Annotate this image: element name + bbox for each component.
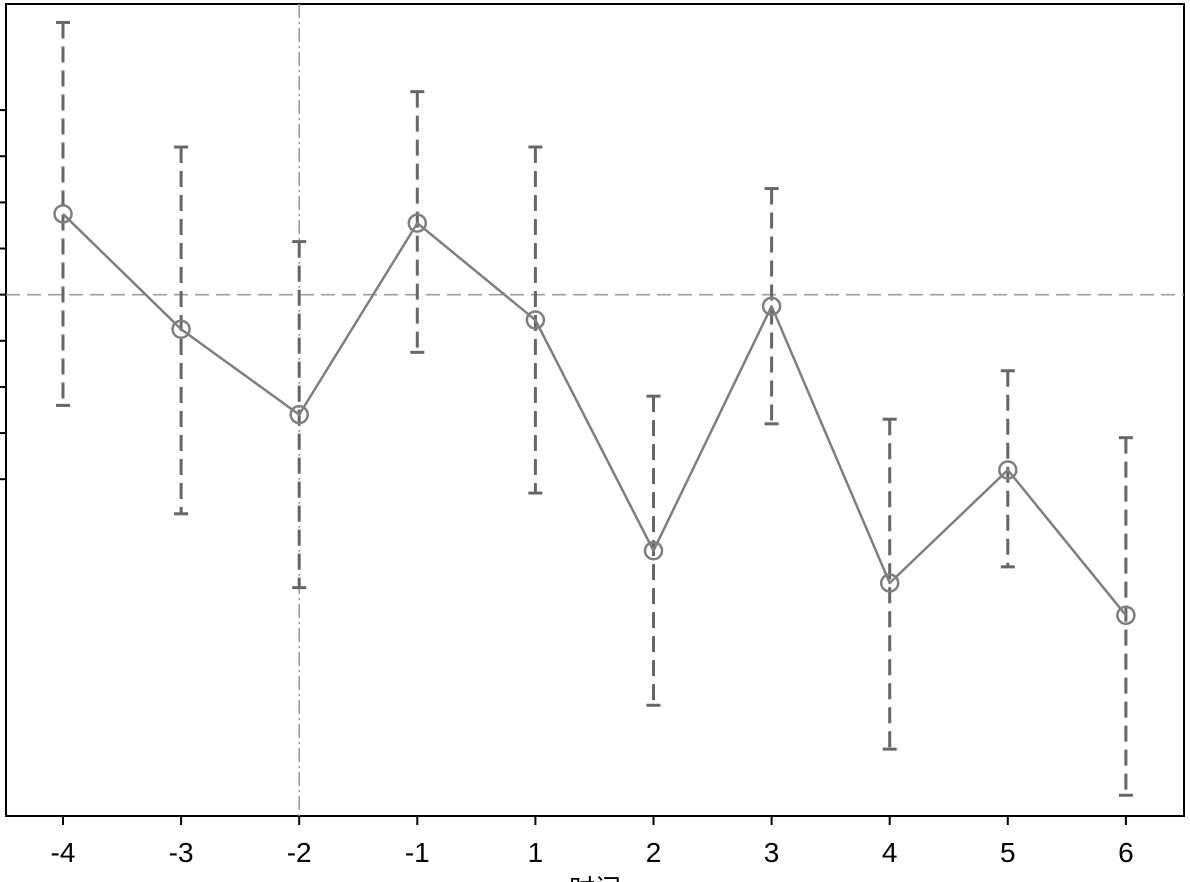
data-point-4 xyxy=(525,310,546,330)
data-point-6 xyxy=(761,296,782,316)
x-tick-label-3: -1 xyxy=(405,837,430,868)
reference-lines xyxy=(6,4,1184,816)
plot-border xyxy=(5,3,1185,817)
x-axis: -4 -3 -2 -1 1 2 3 4 5 6 xyxy=(51,816,1134,868)
data-point-9 xyxy=(1116,605,1136,626)
x-tick-label-5: 2 xyxy=(646,837,662,868)
x-tick-label-6: 3 xyxy=(764,837,780,868)
data-point-0 xyxy=(53,204,73,224)
data-point-2 xyxy=(289,404,309,425)
x-tick-label-8: 5 xyxy=(1000,837,1016,868)
data-point-8 xyxy=(998,460,1018,480)
series-line xyxy=(62,213,1127,617)
x-tick-label-1: -3 xyxy=(169,837,194,868)
plot-frame xyxy=(5,3,1185,817)
y-axis-ticks xyxy=(0,109,6,481)
data-point-5 xyxy=(643,540,664,561)
x-tick-label-2: -2 xyxy=(287,837,312,868)
x-tick-label-4: 1 xyxy=(528,837,544,868)
data-point-7 xyxy=(879,573,900,593)
x-axis-title: 时间 xyxy=(569,875,621,882)
data-point-3 xyxy=(407,213,428,233)
confidence-interval-bars xyxy=(56,20,1133,797)
x-tick-label-9: 6 xyxy=(1118,837,1134,868)
data-point-1 xyxy=(171,319,191,340)
x-tick-label-7: 4 xyxy=(882,837,898,868)
series-line-group xyxy=(62,213,1127,617)
x-tick-label-0: -4 xyxy=(51,837,76,868)
data-points xyxy=(53,204,1136,626)
